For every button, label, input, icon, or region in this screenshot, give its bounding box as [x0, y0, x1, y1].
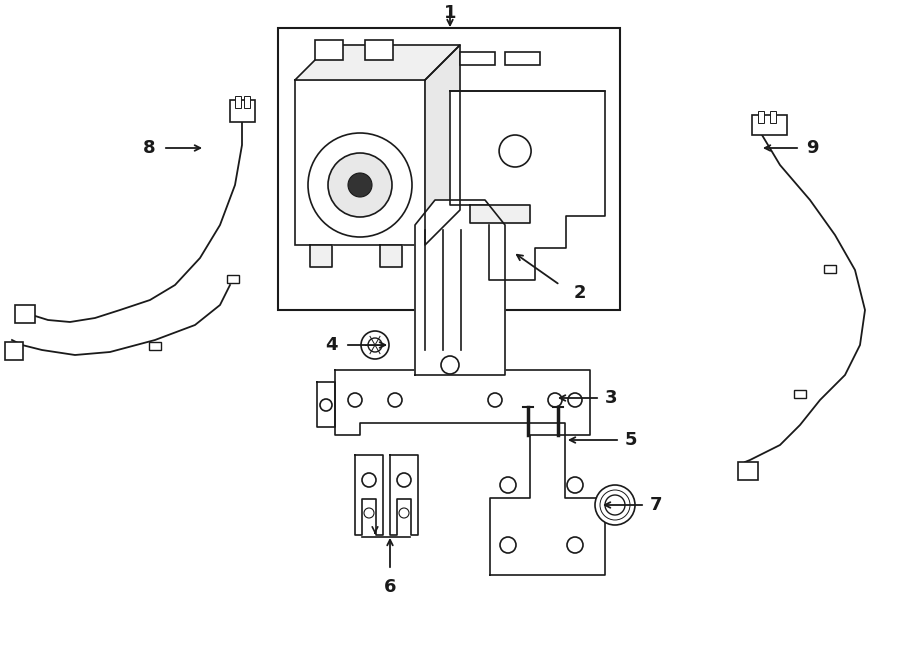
Bar	[794, 390, 806, 398]
Bar	[5, 342, 23, 360]
Bar	[770, 111, 776, 123]
Polygon shape	[335, 370, 590, 435]
Circle shape	[488, 393, 502, 407]
Bar	[824, 265, 836, 273]
Circle shape	[368, 338, 382, 352]
Text: 5: 5	[625, 431, 637, 449]
Bar	[15, 305, 35, 323]
Circle shape	[388, 393, 402, 407]
Polygon shape	[310, 245, 332, 267]
Text: 8: 8	[142, 139, 155, 157]
Circle shape	[595, 485, 635, 525]
Bar	[752, 115, 787, 135]
Polygon shape	[425, 45, 460, 245]
Circle shape	[397, 473, 411, 487]
Text: 7: 7	[650, 496, 662, 514]
Text: 9: 9	[806, 139, 818, 157]
Circle shape	[500, 537, 516, 553]
Polygon shape	[470, 205, 530, 222]
Text: 2: 2	[574, 284, 587, 302]
Circle shape	[500, 135, 531, 167]
Text: 3: 3	[605, 389, 617, 407]
Bar	[227, 275, 239, 283]
Circle shape	[568, 393, 582, 407]
Bar	[365, 40, 393, 60]
Circle shape	[548, 393, 562, 407]
Polygon shape	[380, 245, 402, 267]
Circle shape	[348, 173, 372, 197]
Bar	[315, 40, 343, 60]
Circle shape	[364, 508, 374, 518]
Polygon shape	[415, 200, 505, 375]
Circle shape	[320, 399, 332, 411]
Circle shape	[605, 495, 625, 515]
Circle shape	[361, 331, 389, 359]
Polygon shape	[317, 382, 335, 427]
Circle shape	[567, 477, 583, 493]
Bar	[758, 111, 764, 123]
Polygon shape	[450, 91, 605, 280]
Text: 6: 6	[383, 578, 396, 596]
Bar	[278, 28, 620, 310]
Circle shape	[328, 153, 392, 217]
Circle shape	[362, 473, 376, 487]
Text: 4: 4	[326, 336, 338, 354]
Bar	[244, 96, 250, 108]
Bar	[505, 52, 540, 65]
Bar	[738, 462, 758, 480]
Circle shape	[348, 393, 362, 407]
Text: 1: 1	[444, 4, 456, 22]
Polygon shape	[355, 455, 383, 535]
Bar	[295, 80, 425, 245]
Circle shape	[500, 477, 516, 493]
Bar	[235, 96, 241, 108]
Circle shape	[308, 133, 412, 237]
Polygon shape	[295, 45, 460, 80]
Bar	[149, 342, 161, 350]
Circle shape	[567, 537, 583, 553]
Bar	[460, 52, 495, 65]
Circle shape	[399, 508, 409, 518]
Bar	[230, 100, 255, 122]
Circle shape	[441, 356, 459, 374]
Polygon shape	[490, 435, 605, 575]
Polygon shape	[390, 455, 418, 535]
